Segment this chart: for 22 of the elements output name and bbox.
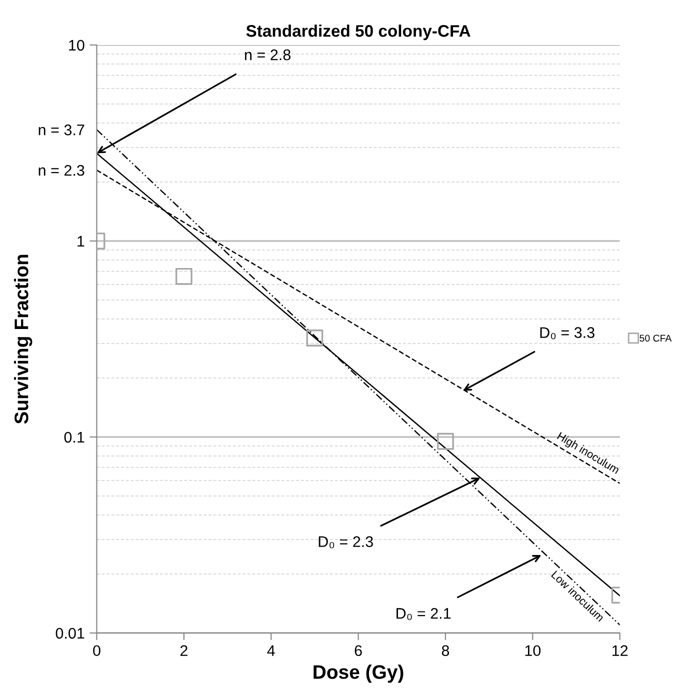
y-tick-label: 0.01 bbox=[56, 628, 84, 639]
y-tick-label: 10 bbox=[69, 40, 84, 51]
x-tick-label: 10 bbox=[525, 645, 541, 656]
annotation: D₀ = 3.3 bbox=[540, 327, 594, 340]
y-tick-label: n = 2.3 bbox=[38, 164, 84, 176]
chart-title: Standardized 50 colony-CFA bbox=[246, 24, 470, 40]
point bbox=[306, 330, 324, 346]
annotation: n = 2.8 bbox=[245, 49, 290, 60]
x-tick-label: 2 bbox=[180, 645, 188, 656]
x-tick-label: 0 bbox=[93, 645, 100, 656]
annotation: D₀ = 2.3 bbox=[318, 536, 373, 548]
x-tick-label: 12 bbox=[612, 645, 628, 656]
legend-label: 50 CFA bbox=[640, 334, 672, 342]
y-tick-label: 1 bbox=[78, 236, 84, 247]
y-axis-title: Surviving Fraction bbox=[14, 254, 32, 424]
x-tick-label: 6 bbox=[354, 645, 362, 656]
y-tick-label: 0.1 bbox=[64, 432, 84, 443]
x-tick-label: 8 bbox=[442, 645, 450, 656]
x-axis-title: Dose (Gy) bbox=[314, 664, 404, 683]
y-tick-label: n = 3.7 bbox=[38, 124, 84, 136]
annotation: D₀ = 2.1 bbox=[396, 608, 451, 620]
x-tick-label: 4 bbox=[267, 645, 275, 656]
